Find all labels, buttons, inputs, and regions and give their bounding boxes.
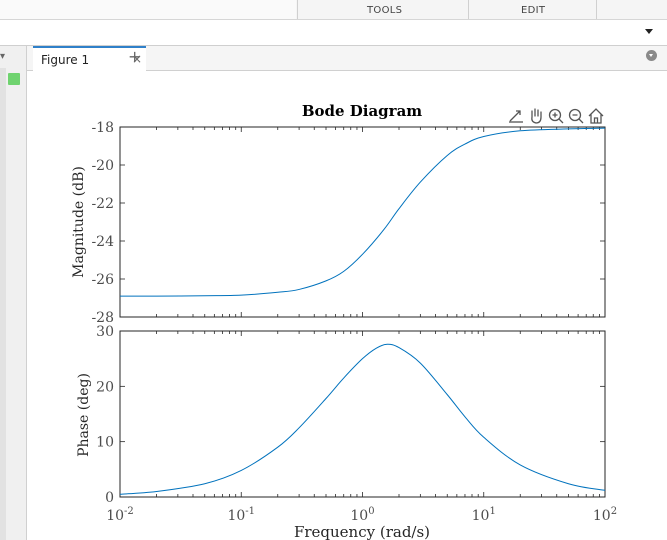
magnitude-y-tick-label: -22 [91, 196, 114, 212]
magnitude-y-tick-label: -28 [91, 310, 114, 326]
magnitude-axes-box [119, 126, 606, 318]
tab-figure-1[interactable]: Figure 1 × [33, 46, 146, 71]
toolstrip-section [596, 0, 667, 19]
x-tick-label: 10-2 [106, 506, 134, 524]
panel-menu-icon[interactable]: ▾ [0, 51, 6, 62]
tab-menu-icon[interactable] [646, 50, 657, 61]
zoom-in-icon[interactable] [547, 106, 565, 126]
magnitude-y-tick-label: -20 [91, 158, 114, 174]
phase-y-tick-label: 20 [96, 379, 114, 395]
address-bar[interactable] [0, 20, 667, 46]
phase-y-tick-label: 30 [96, 324, 114, 340]
left-panel: ▾ [0, 46, 27, 540]
toolstrip-section [0, 0, 296, 19]
x-axis-label: Frequency (rad/s) [294, 523, 430, 540]
toolstrip: TOOLS EDIT [0, 0, 667, 20]
magnitude-y-tick-label: -26 [91, 272, 114, 288]
phase-y-tick-label: 10 [96, 435, 114, 451]
y-axis-label-phase: Phase (deg) [76, 373, 92, 457]
export-icon[interactable] [507, 106, 525, 126]
add-tab-icon[interactable]: + [128, 47, 142, 66]
pan-icon[interactable] [527, 106, 545, 126]
magnitude-y-tick-label: -18 [91, 120, 114, 136]
tab-figure-1-label: Figure 1 [41, 53, 90, 67]
x-tick-label: 100 [350, 506, 374, 524]
close-icon[interactable]: × [132, 52, 143, 66]
edit-tab[interactable]: EDIT [468, 0, 596, 19]
tools-tab[interactable]: TOOLS [297, 0, 468, 19]
phase-series-line [119, 343, 606, 495]
tools-tab-label: TOOLS [367, 5, 403, 16]
phase-y-tick-label: 0 [105, 490, 114, 506]
chart-title: Bode Diagram [302, 102, 422, 120]
x-tick-label: 102 [593, 506, 617, 524]
home-icon[interactable] [587, 106, 605, 126]
y-axis-label-magnitude: Magnitude (dB) [71, 166, 87, 278]
zoom-out-icon[interactable] [567, 106, 585, 126]
x-tick-label: 10-1 [227, 506, 255, 524]
magnitude-series-line [119, 127, 606, 297]
status-indicator-icon [8, 73, 20, 85]
phase-axes-box [119, 330, 606, 498]
panel-scroll-track[interactable] [0, 68, 6, 540]
edit-tab-label: EDIT [521, 5, 546, 16]
magnitude-y-tick-label: -24 [91, 234, 114, 250]
figure-tab-bar: Figure 1 × + [27, 46, 667, 71]
x-tick-label: 101 [472, 506, 496, 524]
dropdown-arrow-icon[interactable] [645, 29, 653, 34]
